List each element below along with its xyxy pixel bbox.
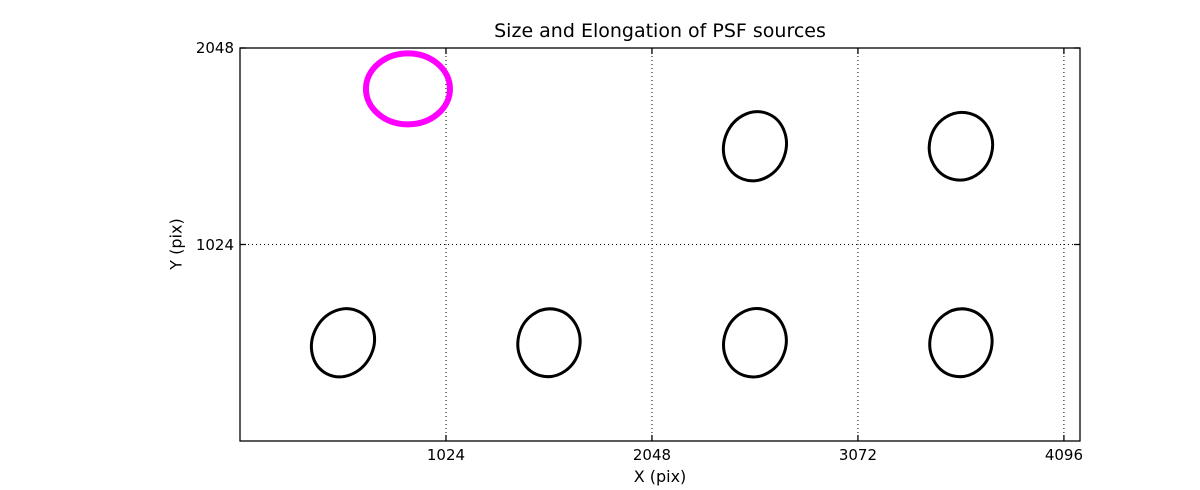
x-tick-label-1024: 1024 <box>426 446 466 464</box>
psf-ellipse-highlighted <box>362 50 453 128</box>
psf-ellipse <box>927 110 995 182</box>
psf-ellipse <box>516 307 582 379</box>
y-tick-label-1024: 1024 <box>195 235 234 254</box>
psf-ellipse <box>309 307 377 379</box>
x-tick-label-2048: 2048 <box>632 446 672 464</box>
psf-ellipse <box>721 110 788 183</box>
x-axis-label: X (pix) <box>633 467 687 486</box>
chart-title: Size and Elongation of PSF sources <box>494 20 826 42</box>
x-tick-label-3072: 3072 <box>838 446 878 464</box>
y-tick-label-2048: 2048 <box>195 39 234 57</box>
psf-ellipse <box>928 307 994 379</box>
y-axis-label: Y (pix) <box>166 218 186 270</box>
x-tick-label-4096: 4096 <box>1044 446 1083 464</box>
psf-ellipse <box>722 307 788 379</box>
